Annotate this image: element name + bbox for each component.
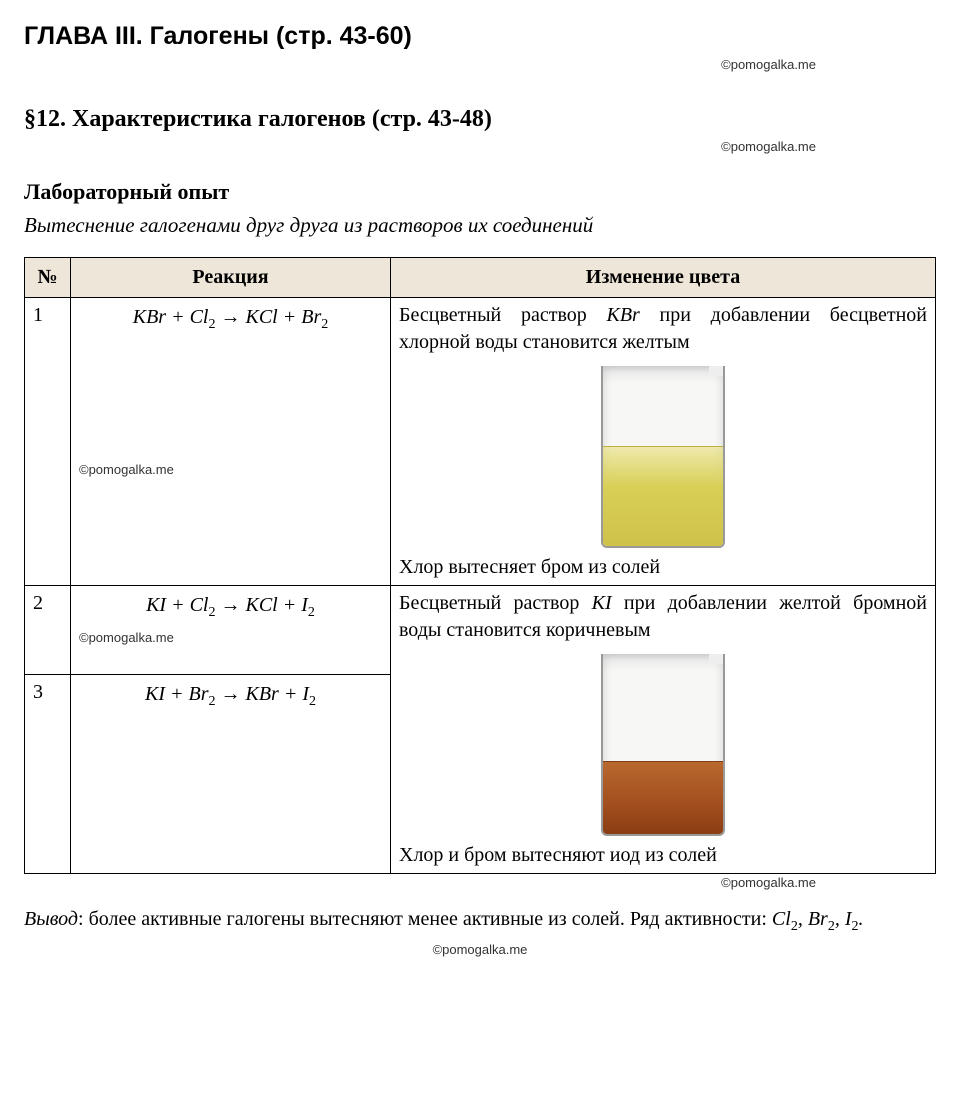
desc-formula: KI [592, 592, 612, 614]
reaction-cell: KBr + Cl2 → KCl + Br2 ©pomogalka.me [71, 298, 391, 586]
reaction-formula: KBr + Cl2 → KCl + Br2 [133, 306, 329, 328]
table-header-row: № Реакция Изменение цвета [25, 258, 936, 298]
watermark-cell: ©pomogalka.me [79, 629, 382, 647]
change-cell: Бесцветный раствор KI при добавлении жел… [391, 586, 936, 874]
col-num: № [25, 258, 71, 298]
reaction-cell: KI + Br2 → KBr + I2 [71, 674, 391, 874]
desc-p1: Бесцветный раствор [399, 304, 606, 326]
liquid-yellow [603, 446, 723, 546]
liquid-brown [603, 761, 723, 834]
col-reaction: Реакция [71, 258, 391, 298]
result-text: Хлор и бром вытесняют иод из солей [399, 842, 927, 869]
chapter-title: ГЛАВА III. Галогены (стр. 43-60) [24, 20, 936, 54]
reaction-cell: KI + Cl2 → KCl + I2 ©pomogalka.me [71, 586, 391, 674]
beaker-icon [601, 366, 725, 548]
table-row: 2 KI + Cl2 → KCl + I2 ©pomogalka.me Бесц… [25, 586, 936, 674]
watermark-cell: ©pomogalka.me [79, 461, 382, 479]
desc-p1: Бесцветный раствор [399, 592, 592, 614]
watermark-top: ©pomogalka.me [24, 56, 936, 74]
conclusion-lead: Вывод [24, 908, 78, 930]
activity-series: Cl2, Br2, I2. [772, 908, 864, 930]
lab-subtitle: Вытеснение галогенами друг друга из раст… [24, 211, 936, 239]
table-row: 1 KBr + Cl2 → KCl + Br2 ©pomogalka.me Бе… [25, 298, 936, 586]
watermark-2: ©pomogalka.me [24, 138, 936, 156]
watermark-3: ©pomogalka.me [24, 874, 936, 892]
beaker-icon [601, 654, 725, 836]
beaker-illustration [399, 366, 927, 548]
reactions-table: № Реакция Изменение цвета 1 KBr + Cl2 → … [24, 257, 936, 874]
desc-formula: KBr [606, 304, 639, 326]
row-num: 3 [25, 674, 71, 874]
change-cell: Бесцветный раствор KBr при добавлении бе… [391, 298, 936, 586]
conclusion-text: : более активные галогены вытесняют мене… [78, 908, 772, 930]
row-num: 1 [25, 298, 71, 586]
watermark-4: ©pomogalka.me [24, 941, 936, 959]
row-num: 2 [25, 586, 71, 674]
reaction-formula: KI + Br2 → KBr + I2 [145, 683, 316, 705]
lab-title: Лабораторный опыт [24, 177, 936, 207]
reaction-formula: KI + Cl2 → KCl + I2 [146, 594, 315, 616]
result-text: Хлор вытесняет бром из солей [399, 554, 927, 581]
conclusion: Вывод: более активные галогены вытесняют… [24, 906, 936, 958]
section-title: §12. Характеристика галогенов (стр. 43-4… [24, 103, 936, 135]
col-change: Изменение цвета [391, 258, 936, 298]
beaker-illustration [399, 654, 927, 836]
